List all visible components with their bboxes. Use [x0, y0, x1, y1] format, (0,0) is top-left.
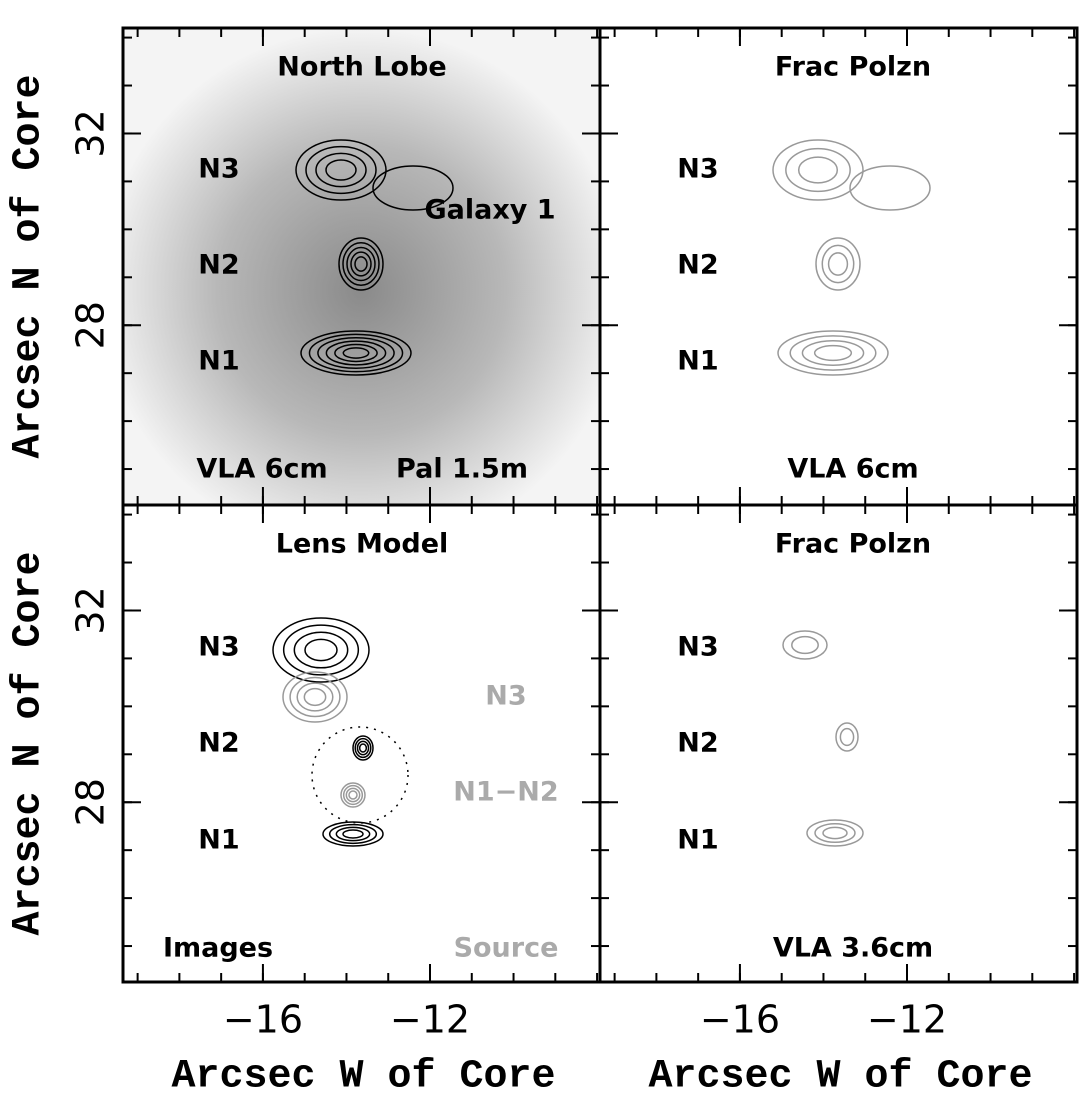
x-axis-label: Arcsec W of Core [171, 1055, 555, 1098]
annotation: N1 [198, 825, 239, 856]
x-axis-label: Arcsec W of Core [648, 1055, 1032, 1098]
y-tick-label: 28 [69, 301, 113, 349]
annotation: VLA 3.6cm [773, 933, 933, 964]
annotation: N2 [198, 728, 239, 759]
contour [822, 245, 853, 282]
contour [360, 744, 367, 752]
grayscale-image [123, 28, 600, 505]
contour [778, 331, 888, 375]
contour [840, 729, 853, 746]
annotation: N1−N2 [453, 777, 558, 808]
contour [353, 736, 373, 760]
contour [294, 632, 347, 668]
contour [297, 683, 333, 711]
contour [323, 822, 383, 846]
annotation: Pal 1.5m [396, 454, 528, 485]
y-tick-label: 32 [69, 109, 113, 157]
contour [802, 341, 863, 365]
x-tick-label: −16 [223, 998, 303, 1042]
panel-title: Frac Polzn [775, 529, 931, 560]
x-tick-label: −16 [700, 998, 780, 1042]
contour [305, 639, 337, 660]
annotation: N1 [677, 825, 718, 856]
contour [783, 631, 827, 659]
contour [283, 672, 347, 722]
y-tick-label: 32 [69, 586, 113, 634]
contour [343, 830, 363, 838]
contour [341, 783, 365, 807]
annotation: VLA 6cm [196, 454, 327, 485]
panel-title: Frac Polzn [775, 52, 931, 83]
y-axis-label: Arcsec N of Core [7, 74, 52, 458]
y-axis-label: Arcsec N of Core [7, 551, 52, 935]
contour [836, 723, 858, 751]
contour [799, 157, 838, 183]
x-tick-label: −12 [867, 998, 947, 1042]
panel-frame [600, 28, 1077, 505]
y-tick-label: 28 [69, 778, 113, 826]
annotation: N3 [677, 632, 718, 663]
annotation: N3 [677, 154, 718, 185]
figure: 28 32 North Lobe N3 N2 N1 Galaxy 1 VLA 6cm Pal 1… [0, 0, 1091, 1098]
annotation: N2 [198, 250, 239, 281]
annotation: Source [454, 933, 559, 964]
panel-title: Lens Model [276, 529, 449, 560]
annotation: Galaxy 1 [424, 195, 555, 226]
annotation: N2 [677, 250, 718, 281]
annotation: N1 [198, 346, 239, 377]
annotation: N3 [198, 632, 239, 663]
annotation: N3 [485, 681, 526, 712]
contour [829, 253, 848, 275]
panel-title: North Lobe [277, 52, 446, 83]
panel: −16 −12 Frac Polzn N3 N2 N1 VLA 3.6cm Arcsec W … [600, 505, 1077, 1098]
annotation: Images [163, 933, 273, 964]
annotation: N2 [677, 728, 718, 759]
einstein-ring [312, 727, 408, 823]
panel: Frac Polzn N3 N2 N1 VLA 6cm [600, 28, 1077, 505]
contour [349, 791, 357, 799]
panel-frame [600, 505, 1077, 982]
contour [304, 689, 325, 706]
annotation: VLA 6cm [787, 454, 918, 485]
contour [815, 824, 855, 843]
contour [850, 166, 930, 210]
contour [815, 346, 852, 361]
panel-frame [123, 505, 600, 982]
contour [823, 827, 847, 838]
contour [792, 637, 818, 654]
contour [786, 149, 850, 192]
x-tick-label: −12 [390, 998, 470, 1042]
annotation: N1 [677, 346, 718, 377]
annotation: N3 [198, 154, 239, 185]
panel: −16 −12 28 32 Lens Model N3 N2 N1 N3 N1−N2 Images S… [7, 505, 600, 1098]
panel: 28 32 North Lobe N3 N2 N1 Galaxy 1 VLA 6cm Pal 1… [7, 28, 600, 505]
